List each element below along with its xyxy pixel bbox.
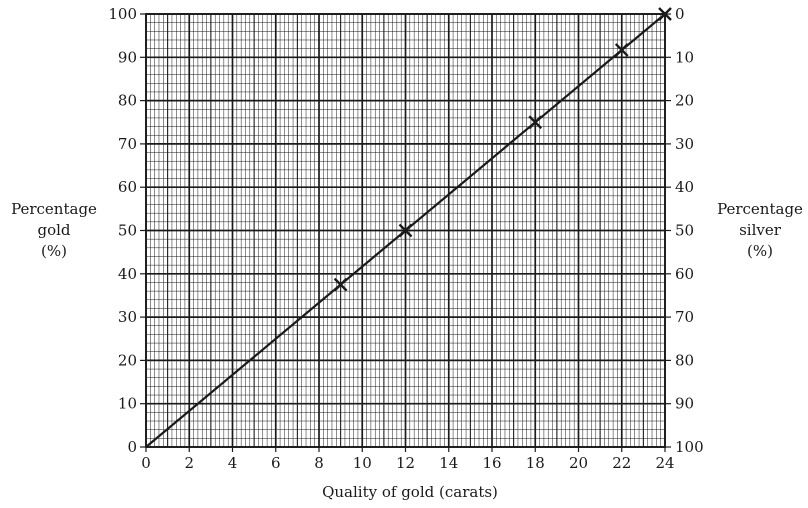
y-right-tick-label: 80: [675, 351, 694, 369]
x-tick-label: 20: [569, 454, 588, 472]
y-right-tick-label: 30: [675, 135, 694, 153]
left-axis-label-line-1: Percentage: [11, 200, 97, 218]
tick-labels: 0 2 4 6 8 10 12 14 16 18 20 22 240102030405060708090…: [108, 5, 703, 472]
x-tick-label: 6: [271, 454, 281, 472]
y-right-tick-label: 70: [675, 308, 694, 326]
y-right-tick-label: 40: [675, 178, 694, 196]
y-left-tick-label: 100: [108, 5, 137, 23]
left-axis-label-line-3: (%): [41, 242, 67, 260]
data-point-cross: [333, 277, 348, 292]
left-axis-label: Percentage gold (%): [4, 199, 104, 262]
cross-stroke: [614, 43, 629, 57]
y-left-tick-label: 50: [118, 222, 137, 240]
grid: [140, 13, 671, 452]
x-tick-label: 0: [141, 454, 151, 472]
y-left-tick-label: 70: [118, 135, 137, 153]
data-point-cross: [658, 7, 672, 21]
y-left-tick-label: 0: [127, 438, 137, 456]
y-left-tick-label: 80: [118, 92, 137, 110]
x-tick-label: 10: [353, 454, 372, 472]
x-tick-label: 22: [612, 454, 631, 472]
x-tick-label: 12: [396, 454, 415, 472]
y-right-tick-label: 60: [675, 265, 694, 283]
x-tick-label: 14: [439, 454, 458, 472]
right-axis-label-line-1: Percentage: [717, 200, 803, 218]
cross-stroke: [658, 7, 672, 21]
x-tick-label: 24: [655, 454, 674, 472]
y-left-tick-label: 30: [118, 308, 137, 326]
x-axis-label: Quality of gold (carats): [322, 483, 498, 501]
y-right-tick-label: 20: [675, 92, 694, 110]
y-right-tick-label: 50: [675, 222, 694, 240]
cross-stroke: [333, 277, 348, 292]
y-right-tick-label: 100: [675, 438, 704, 456]
y-left-tick-label: 10: [118, 395, 137, 413]
data-point-cross: [614, 43, 629, 57]
cross-stroke: [398, 223, 413, 238]
left-axis-label-line-2: gold: [37, 221, 71, 239]
x-tick-label: 18: [526, 454, 545, 472]
x-tick-label: 8: [314, 454, 324, 472]
y-left-tick-label: 40: [118, 265, 137, 283]
data-point-cross: [398, 223, 413, 238]
x-tick-label: 16: [482, 454, 501, 472]
x-tick-label: 2: [184, 454, 194, 472]
y-left-tick-label: 60: [118, 178, 137, 196]
right-axis-label-line-2: silver: [739, 221, 781, 239]
y-left-tick-label: 20: [118, 351, 137, 369]
data-point-cross: [528, 115, 543, 130]
right-axis-label-line-3: (%): [747, 242, 773, 260]
y-right-tick-label: 10: [675, 48, 694, 66]
x-tick-label: 4: [228, 454, 238, 472]
y-right-tick-label: 90: [675, 395, 694, 413]
y-right-tick-label: 0: [675, 5, 685, 23]
y-left-tick-label: 90: [118, 48, 137, 66]
cross-stroke: [528, 115, 543, 130]
series: [145, 7, 672, 448]
right-axis-label: Percentage silver (%): [712, 199, 808, 262]
